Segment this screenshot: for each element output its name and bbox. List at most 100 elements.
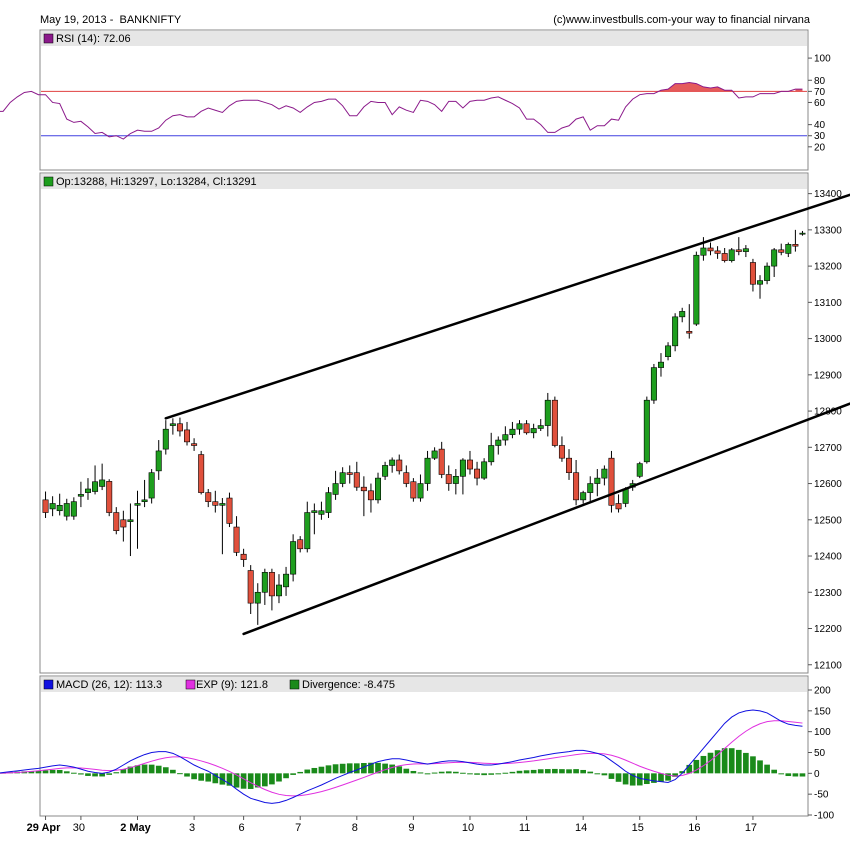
candle-body	[424, 457, 431, 484]
divergence-bar	[438, 771, 445, 774]
candle-body	[360, 486, 367, 492]
price-tick-label: 12300	[814, 588, 842, 599]
divergence-bar	[608, 773, 615, 779]
date-tick-label: 10	[462, 822, 474, 834]
divergence-bar	[453, 771, 459, 774]
divergence-bar	[361, 763, 367, 774]
divergence-bar	[481, 773, 487, 776]
candle-body	[438, 448, 445, 475]
candle-body	[509, 428, 516, 435]
macd-tick-label: 100	[814, 727, 831, 738]
divergence-bar	[375, 762, 381, 774]
divergence-bar	[85, 773, 91, 776]
divergence-bar	[559, 769, 565, 774]
candle-body	[495, 439, 502, 446]
divergence-bar	[474, 773, 480, 775]
candle-body	[141, 499, 148, 502]
divergence-bar	[714, 750, 721, 774]
divergence-bar	[460, 772, 466, 774]
macd-tick-label: 50	[814, 748, 826, 759]
price-legend: Op:13288, Hi:13297, Lo:13284, Cl:13291	[56, 176, 257, 188]
divergence-bar	[757, 760, 763, 774]
divergence-bar	[63, 771, 70, 774]
candle-body	[608, 457, 615, 506]
candle-body	[474, 468, 481, 479]
signal-legend: EXP (9): 121.8	[196, 679, 268, 691]
candle-body	[410, 481, 417, 499]
candle-body	[679, 311, 686, 318]
candle-body	[580, 492, 587, 501]
candle-body	[594, 477, 601, 484]
candle-body	[339, 472, 346, 484]
price-tick-label: 12100	[814, 660, 842, 671]
divergence-bar	[297, 771, 304, 774]
candle-body	[63, 503, 70, 517]
candle-body	[502, 434, 509, 441]
macd-tick-label: 150	[814, 706, 831, 717]
divergence-bar	[785, 773, 792, 777]
copyright-text: (c)www.investbulls.com-your way to finan…	[553, 14, 810, 26]
price-legend-swatch	[43, 176, 54, 187]
price-tick-label: 12900	[814, 370, 842, 381]
candle-body	[240, 553, 247, 560]
candle-body	[155, 450, 162, 472]
divergence-bar	[530, 769, 537, 774]
divergence-bar	[304, 769, 311, 774]
divergence-bar	[120, 769, 127, 774]
divergence-bar	[318, 766, 325, 774]
date-tick-label: 7	[295, 822, 301, 834]
rsi-panel-frame	[39, 29, 809, 171]
divergence-bar	[35, 770, 42, 774]
divergence-bar	[233, 773, 240, 788]
divergence-bar	[106, 773, 113, 775]
divergence-bar	[269, 773, 275, 785]
candle-body	[686, 331, 693, 334]
divergence-bar	[658, 773, 664, 782]
candle-body	[297, 539, 304, 550]
date-tick-label: 14	[575, 822, 587, 834]
candle-body	[205, 492, 212, 502]
divergence-bar	[226, 773, 233, 786]
divergence-bar	[622, 773, 629, 785]
candle-body	[799, 232, 806, 235]
divergence-bar	[707, 752, 714, 774]
divergence-bar	[771, 769, 777, 774]
macd-panel-frame	[39, 675, 809, 817]
candle-body	[587, 483, 594, 493]
candle-body	[778, 249, 785, 253]
divergence-bar	[686, 764, 693, 774]
date-tick-label: 2 May	[120, 822, 151, 834]
divergence-bar	[573, 769, 579, 774]
rsi-legend-bar	[41, 31, 807, 46]
candle-body	[346, 472, 353, 475]
candle-body	[573, 472, 580, 501]
divergence-bar	[134, 765, 141, 774]
candle-body	[742, 248, 749, 252]
divergence-bar	[49, 769, 56, 774]
divergence-bar	[212, 773, 219, 784]
candle-body	[700, 247, 707, 256]
candle-body	[127, 519, 134, 522]
candle-body	[657, 361, 664, 368]
divergence-bar	[276, 773, 282, 782]
divergence-bar	[311, 767, 318, 774]
macd-tick-label: 0	[814, 769, 820, 780]
divergence-bar	[594, 773, 601, 775]
divergence-bar	[219, 773, 226, 785]
candle-body	[176, 423, 183, 432]
rsi-overbought-fill	[795, 89, 803, 92]
candle-body	[290, 541, 297, 575]
date-tick-label: 30	[73, 822, 85, 834]
price-tick-label: 12500	[814, 515, 842, 526]
date-tick-label: 16	[688, 822, 700, 834]
divergence-bar	[417, 772, 424, 774]
divergence-bar	[601, 773, 608, 776]
candle-body	[261, 572, 268, 593]
price-legend-bar	[41, 174, 807, 189]
divergence-bar	[71, 772, 77, 774]
divergence-bar	[488, 773, 495, 775]
divergence-bar	[445, 771, 452, 774]
divergence-bar	[799, 773, 806, 777]
